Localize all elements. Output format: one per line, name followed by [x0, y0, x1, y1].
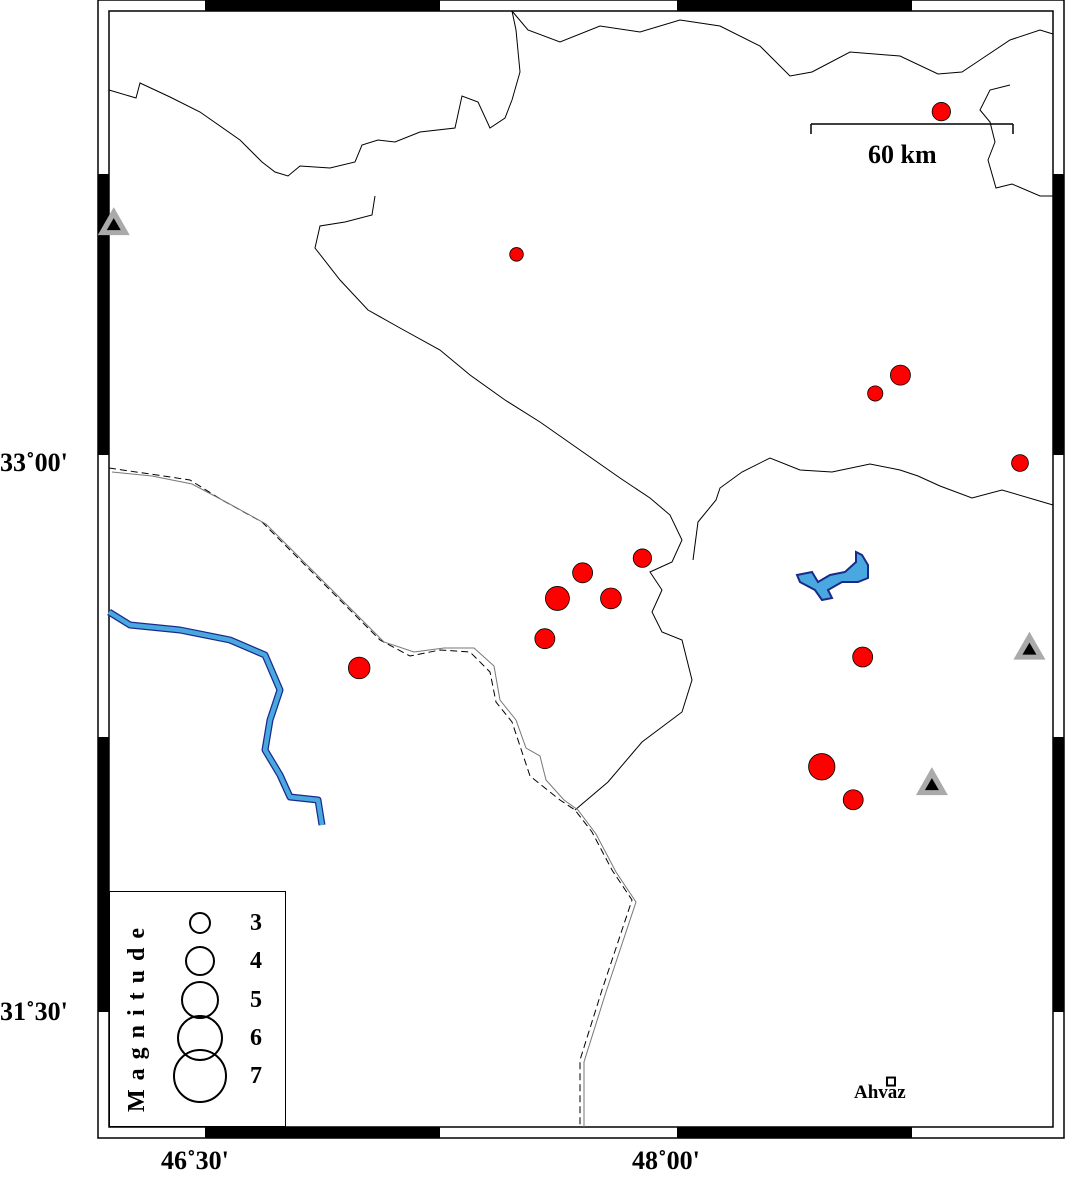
magnitude-legend: Magnitude 3 4 5 6 7	[109, 891, 286, 1127]
earthquake-event	[572, 562, 594, 584]
earthquake-event	[509, 247, 524, 262]
earthquake-event	[931, 102, 951, 122]
legend-label: 7	[250, 1063, 262, 1089]
x-tick-label: 48˚00'	[632, 1146, 700, 1175]
earthquake-event	[347, 656, 371, 680]
city-label: Ahvaz	[854, 1082, 906, 1103]
river	[107, 610, 325, 826]
earthquake-event	[534, 628, 556, 650]
legend-label: 3	[250, 910, 262, 936]
legend-circle-3	[189, 912, 211, 934]
legend-label: 6	[250, 1025, 262, 1051]
legend-circle-6	[177, 1015, 223, 1061]
legend-label: 4	[250, 948, 262, 974]
province-border	[979, 84, 1053, 197]
earthquake-event	[867, 385, 884, 402]
scale-bar-label: 60 km	[868, 140, 937, 169]
legend-label: 5	[250, 987, 262, 1013]
province-border	[314, 195, 693, 811]
earthquake-event	[632, 548, 652, 568]
y-tick-label: 33˚00'	[0, 448, 68, 477]
earthquake-event	[890, 364, 911, 386]
earthquake-event	[852, 646, 874, 668]
earthquake-event	[808, 753, 836, 781]
legend-circle-7	[173, 1049, 227, 1103]
earthquake-event	[1011, 454, 1029, 472]
y-tick-label: 31˚30'	[0, 997, 68, 1026]
legend-circle-5	[181, 981, 219, 1019]
stations-layer	[97, 207, 1046, 796]
earthquake-event	[545, 586, 570, 611]
province-border	[511, 10, 1054, 77]
province-border	[692, 457, 1054, 561]
water-features	[107, 550, 869, 826]
scale-bar	[810, 123, 1014, 134]
lake	[795, 550, 869, 602]
borders	[108, 10, 1054, 1127]
cities-layer	[885, 1076, 896, 1087]
seismic-station-icon	[97, 207, 130, 236]
legend-circle-4	[185, 946, 215, 976]
seismic-station-icon	[915, 767, 948, 796]
x-tick-label: 46˚30'	[161, 1146, 229, 1175]
legend-circles	[173, 912, 227, 1103]
earthquake-event	[842, 789, 864, 811]
seismic-station-icon	[1013, 631, 1046, 660]
events-layer	[347, 102, 1029, 811]
international-border	[111, 471, 637, 1127]
province-border	[108, 10, 521, 177]
city-marker-icon	[885, 1076, 896, 1087]
earthquake-event	[600, 587, 622, 610]
